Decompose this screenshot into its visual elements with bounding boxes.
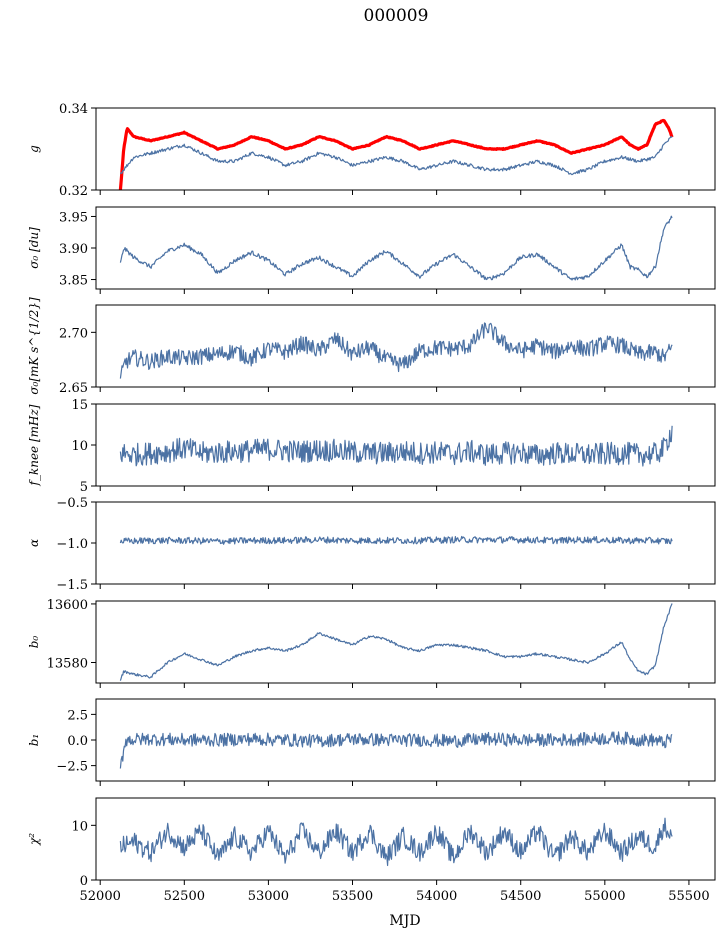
figure-title: 000009 (363, 6, 429, 26)
panel-frame (95, 304, 716, 388)
x-tick-label: 53000 (248, 889, 289, 904)
y-tick-label: 2.5 (67, 708, 88, 723)
y-tick-label: 5 (80, 480, 88, 495)
panel-5: −1.5 −1.0 −0.5 α (27, 496, 716, 593)
panel-2: 3.85 3.90 3.95 σ₀ [du] (27, 206, 716, 294)
alpha-axis-label: α (27, 539, 41, 547)
panel-frame (95, 797, 716, 881)
panel-1: 0.32 0.34 g (27, 102, 716, 199)
y-tick-label: 0.34 (59, 102, 88, 117)
sigma0-du-axis-label: σ₀ [du] (27, 227, 41, 269)
series-line-1-2 (119, 136, 673, 176)
panel-6: 13580 13600 b₀ (27, 598, 716, 688)
x-tick-label: 54000 (416, 889, 457, 904)
x-tick-label: 52500 (164, 889, 205, 904)
y-tick-label: 2.70 (59, 326, 88, 341)
series-line-6-1 (119, 603, 673, 681)
panel-8: 0 10 52000 52500 53000 53500 54000 54500 55000 55… (27, 797, 716, 904)
y-tick-label: 15 (71, 398, 88, 413)
x-tick-label: 52000 (80, 889, 121, 904)
y-tick-label: −1.0 (56, 537, 88, 552)
series-line-5-1 (119, 535, 673, 545)
y-tick-label: 10 (71, 819, 88, 834)
b1-axis-label: b₁ (27, 734, 41, 747)
y-tick-label: 0.0 (67, 734, 88, 749)
y-tick-label: 0.32 (59, 184, 88, 199)
y-tick-label: 10 (71, 439, 88, 454)
panel-frame (95, 107, 716, 191)
y-tick-label: 3.85 (59, 274, 88, 289)
panel-7: −2.5 0.0 2.5 b₁ (27, 698, 716, 786)
g-axis-label: g (27, 145, 41, 153)
chart-panels: 0.32 0.34 g 3.85 3.90 3.95 σ₀ [du] 2.65 2.70 σ₀[m… (27, 102, 716, 904)
panel-3: 2.65 2.70 σ₀[mK s^{1/2}] (27, 297, 716, 396)
y-tick-label: 3.90 (59, 242, 88, 257)
chi2-axis-label: χ² (27, 833, 41, 846)
series-line-8-1 (119, 817, 673, 867)
y-tick-label: 2.65 (59, 381, 88, 396)
sigma0-mk-axis-label: σ₀[mK s^{1/2}] (27, 297, 41, 395)
y-tick-label: −1.5 (56, 578, 88, 593)
panel-frame (95, 403, 716, 487)
y-tick-label: −2.5 (56, 760, 88, 775)
series-line-3-1 (119, 322, 673, 379)
y-tick-label: −0.5 (56, 496, 88, 511)
x-tick-label: 54500 (500, 889, 541, 904)
series-line-1-1 (118, 118, 674, 190)
x-tick-label: 55000 (584, 889, 625, 904)
b0-axis-label: b₀ (27, 636, 41, 649)
y-tick-label: 13580 (47, 657, 88, 672)
x-tick-label: 55500 (668, 889, 709, 904)
fknee-axis-label: f_knee [mHz] (27, 404, 41, 486)
x-tick-label: 53500 (332, 889, 373, 904)
panel-4: 5 10 15 f_knee [mHz] (27, 398, 716, 495)
y-tick-label: 3.95 (59, 210, 88, 225)
x-axis-label: MJD (389, 913, 420, 929)
panel-frame (95, 600, 716, 684)
y-tick-label: 0 (80, 874, 88, 889)
y-tick-label: 13600 (47, 598, 88, 613)
series-line-2-1 (119, 215, 673, 281)
series-line-7-1 (119, 731, 673, 769)
series-line-4-1 (119, 425, 673, 467)
